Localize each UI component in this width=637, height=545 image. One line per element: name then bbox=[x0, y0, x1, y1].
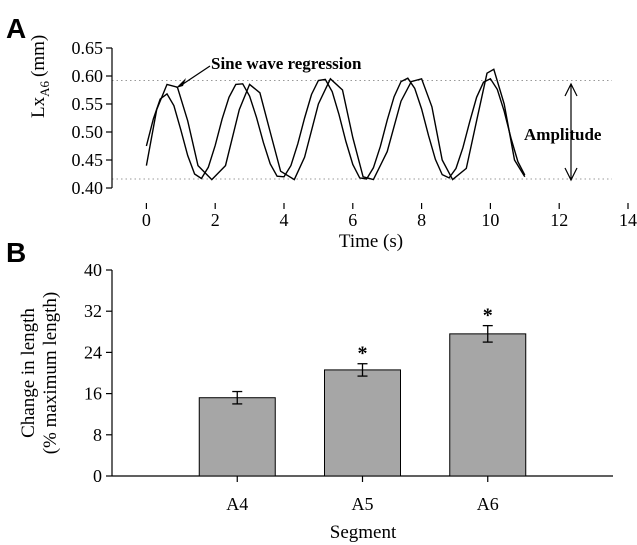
panel-b-y-tick-label: 40 bbox=[84, 260, 102, 280]
panel-a-y-axis-label: LxA6 (mm) bbox=[28, 35, 52, 118]
amplitude-arrowhead-bottom bbox=[564, 167, 578, 182]
panel-letter-b: B bbox=[6, 237, 26, 268]
panel-a-x-tick-label: 2 bbox=[211, 210, 220, 230]
panel-b-y-tick-label: 32 bbox=[84, 301, 102, 321]
panel-a-x-tick-label: 0 bbox=[142, 210, 151, 230]
panel-b-y-tick-label: 16 bbox=[84, 384, 102, 404]
panel-b-y-axis-label: Change in length (% maximum length) bbox=[18, 292, 61, 455]
panel-a-y-tick-label: 0.40 bbox=[72, 178, 104, 198]
category-label-a4: A4 bbox=[226, 494, 248, 514]
panel-a-x-tick-label: 10 bbox=[481, 210, 499, 230]
panel-a-x-axis-label: Time (s) bbox=[339, 231, 403, 252]
annotation-sine-wave-regression: Sine wave regression bbox=[211, 54, 362, 73]
panel-a-y-tick-label: 0.60 bbox=[72, 66, 104, 86]
panel-a-x-tick-label: 14 bbox=[619, 210, 637, 230]
ylabel-line-2: (% maximum length) bbox=[40, 292, 61, 455]
measured-length-line bbox=[145, 68, 526, 181]
category-label-a6: A6 bbox=[477, 494, 499, 514]
bar-a5 bbox=[324, 369, 401, 477]
panel-a-y-tick-label: 0.65 bbox=[72, 38, 104, 58]
category-label-a5: A5 bbox=[352, 494, 374, 514]
panel-b-y-tick-label: 0 bbox=[93, 466, 102, 486]
panel-a-y-tick-label: 0.45 bbox=[72, 150, 104, 170]
significance-marker: * bbox=[358, 343, 368, 365]
ylabel-subscript: A6 bbox=[37, 81, 52, 97]
amplitude-arrowhead-top bbox=[564, 82, 578, 97]
panel-a-x-tick-label: 12 bbox=[550, 210, 568, 230]
ylabel-main: Lx bbox=[28, 96, 49, 118]
ylabel-line-1: Change in length bbox=[18, 308, 39, 438]
panel-b-bar-chart: B 0 8 16 24 32 40 A4 A5 * A6 * Change in length (… bbox=[6, 237, 613, 543]
panel-b-y-tick-label: 8 bbox=[93, 425, 102, 445]
ylabel-unit: (mm) bbox=[28, 35, 49, 77]
panel-a-x-tick-label: 6 bbox=[348, 210, 357, 230]
panel-b-y-tick-label: 24 bbox=[84, 342, 102, 362]
panel-a-line-chart: A 0.40 0.45 0.50 0.55 0.60 0.65 0 2 4 6 8 10 12 14 L… bbox=[6, 13, 637, 252]
panel-b-x-axis-label: Segment bbox=[330, 522, 397, 543]
panel-a-x-tick-label: 4 bbox=[280, 210, 289, 230]
bar-a4 bbox=[198, 397, 276, 477]
significance-marker: * bbox=[483, 305, 493, 327]
bar-a6 bbox=[449, 333, 527, 477]
panel-a-y-tick-label: 0.50 bbox=[72, 122, 104, 142]
annotation-arrowhead bbox=[176, 78, 186, 88]
panel-letter-a: A bbox=[6, 13, 26, 44]
annotation-amplitude: Amplitude bbox=[524, 125, 602, 144]
annotation-arrow-line bbox=[179, 65, 211, 87]
sine-regression-line bbox=[145, 77, 526, 180]
panel-a-y-tick-label: 0.55 bbox=[72, 94, 104, 114]
panel-a-x-tick-label: 8 bbox=[417, 210, 426, 230]
